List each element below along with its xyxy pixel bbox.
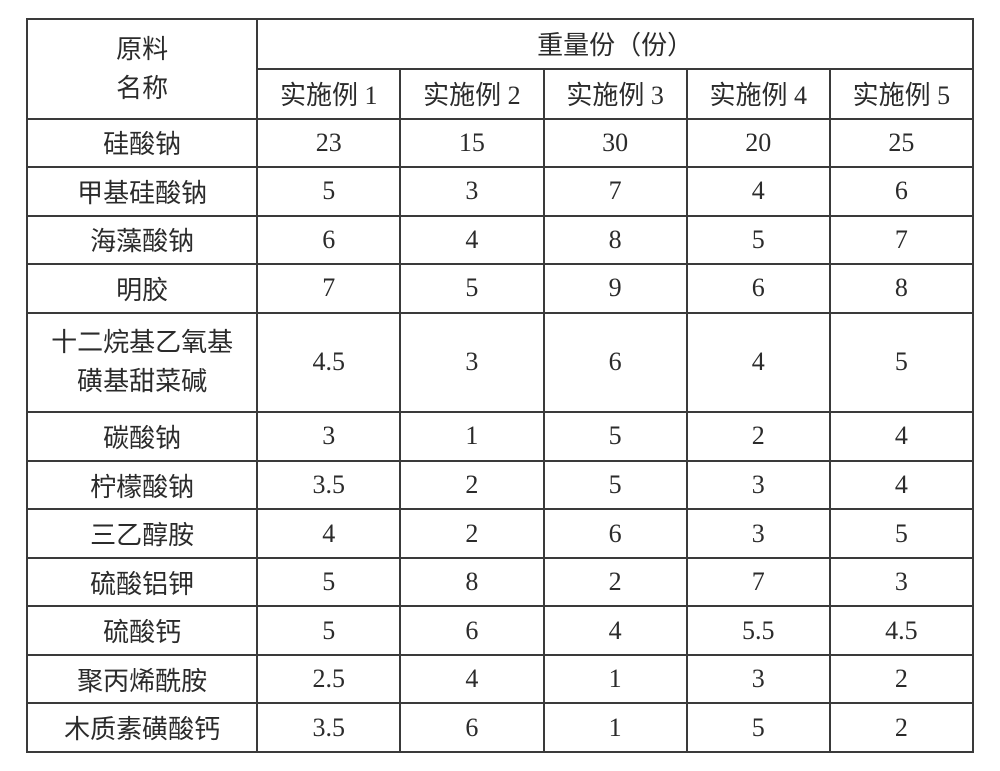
cell: 30	[544, 119, 687, 168]
cell: 5	[257, 606, 400, 655]
cell: 8	[544, 216, 687, 265]
row-name-line: 磺基甜菜碱	[28, 362, 256, 401]
col-header-0: 实施例 1	[257, 69, 400, 119]
cell: 3	[400, 167, 543, 216]
table-row: 海藻酸钠64857	[27, 216, 973, 265]
cell: 6	[400, 606, 543, 655]
cell: 20	[687, 119, 830, 168]
cell: 3.5	[257, 461, 400, 510]
col-header-2: 实施例 3	[544, 69, 687, 119]
table-row: 碳酸钠31524	[27, 412, 973, 461]
cell: 6	[400, 703, 543, 752]
col-header-4: 实施例 5	[830, 69, 973, 119]
row-name: 硫酸铝钾	[27, 558, 257, 607]
row-name: 硅酸钠	[27, 119, 257, 168]
cell: 2	[400, 461, 543, 510]
header-weight-parts: 重量份（份）	[257, 19, 973, 69]
header-material-line1: 原料	[28, 30, 256, 69]
row-name: 聚丙烯酰胺	[27, 655, 257, 704]
cell: 3	[687, 655, 830, 704]
header-material: 原料 名称	[27, 19, 257, 119]
cell: 6	[687, 264, 830, 313]
cell: 2	[400, 509, 543, 558]
cell: 4	[257, 509, 400, 558]
cell: 1	[544, 655, 687, 704]
cell: 5	[830, 509, 973, 558]
row-name-line: 十二烷基乙氧基	[28, 323, 256, 362]
cell: 3	[400, 313, 543, 413]
cell: 6	[544, 313, 687, 413]
cell: 25	[830, 119, 973, 168]
table-wrapper: 原料 名称 重量份（份） 实施例 1 实施例 2 实施例 3 实施例 4 实施例…	[0, 0, 1000, 771]
cell: 1	[544, 703, 687, 752]
cell: 5	[830, 313, 973, 413]
table-row: 木质素磺酸钙3.56152	[27, 703, 973, 752]
cell: 6	[544, 509, 687, 558]
row-name: 甲基硅酸钠	[27, 167, 257, 216]
cell: 3	[687, 461, 830, 510]
header-material-line2: 名称	[28, 69, 256, 108]
col-header-1: 实施例 2	[400, 69, 543, 119]
cell: 2	[687, 412, 830, 461]
cell: 4	[687, 167, 830, 216]
cell: 2	[830, 703, 973, 752]
table-row: 甲基硅酸钠53746	[27, 167, 973, 216]
materials-table: 原料 名称 重量份（份） 实施例 1 实施例 2 实施例 3 实施例 4 实施例…	[26, 18, 974, 753]
cell: 2	[830, 655, 973, 704]
cell: 7	[830, 216, 973, 265]
cell: 15	[400, 119, 543, 168]
row-name: 十二烷基乙氧基磺基甜菜碱	[27, 313, 257, 413]
cell: 4	[400, 655, 543, 704]
cell: 9	[544, 264, 687, 313]
row-name: 柠檬酸钠	[27, 461, 257, 510]
cell: 3	[687, 509, 830, 558]
cell: 6	[830, 167, 973, 216]
table-row: 柠檬酸钠3.52534	[27, 461, 973, 510]
cell: 23	[257, 119, 400, 168]
cell: 5.5	[687, 606, 830, 655]
cell: 3.5	[257, 703, 400, 752]
cell: 5	[400, 264, 543, 313]
row-name: 碳酸钠	[27, 412, 257, 461]
row-name: 海藻酸钠	[27, 216, 257, 265]
cell: 8	[400, 558, 543, 607]
cell: 5	[687, 703, 830, 752]
cell: 4.5	[830, 606, 973, 655]
table-row: 聚丙烯酰胺2.54132	[27, 655, 973, 704]
cell: 2	[544, 558, 687, 607]
header-row-1: 原料 名称 重量份（份）	[27, 19, 973, 69]
table-row: 十二烷基乙氧基磺基甜菜碱4.53645	[27, 313, 973, 413]
table-row: 硫酸钙5645.54.5	[27, 606, 973, 655]
cell: 4	[830, 461, 973, 510]
table-row: 硅酸钠2315302025	[27, 119, 973, 168]
cell: 4	[544, 606, 687, 655]
cell: 1	[400, 412, 543, 461]
cell: 8	[830, 264, 973, 313]
table-row: 三乙醇胺42635	[27, 509, 973, 558]
cell: 3	[257, 412, 400, 461]
cell: 6	[257, 216, 400, 265]
cell: 5	[257, 167, 400, 216]
table-row: 硫酸铝钾58273	[27, 558, 973, 607]
row-name: 明胶	[27, 264, 257, 313]
cell: 3	[830, 558, 973, 607]
cell: 7	[257, 264, 400, 313]
cell: 4.5	[257, 313, 400, 413]
cell: 5	[544, 412, 687, 461]
cell: 5	[257, 558, 400, 607]
cell: 5	[544, 461, 687, 510]
col-header-3: 实施例 4	[687, 69, 830, 119]
cell: 7	[544, 167, 687, 216]
row-name: 硫酸钙	[27, 606, 257, 655]
cell: 5	[687, 216, 830, 265]
cell: 7	[687, 558, 830, 607]
row-name: 三乙醇胺	[27, 509, 257, 558]
table-row: 明胶75968	[27, 264, 973, 313]
cell: 4	[400, 216, 543, 265]
row-name: 木质素磺酸钙	[27, 703, 257, 752]
cell: 2.5	[257, 655, 400, 704]
cell: 4	[830, 412, 973, 461]
table-body: 原料 名称 重量份（份） 实施例 1 实施例 2 实施例 3 实施例 4 实施例…	[27, 19, 973, 752]
cell: 4	[687, 313, 830, 413]
